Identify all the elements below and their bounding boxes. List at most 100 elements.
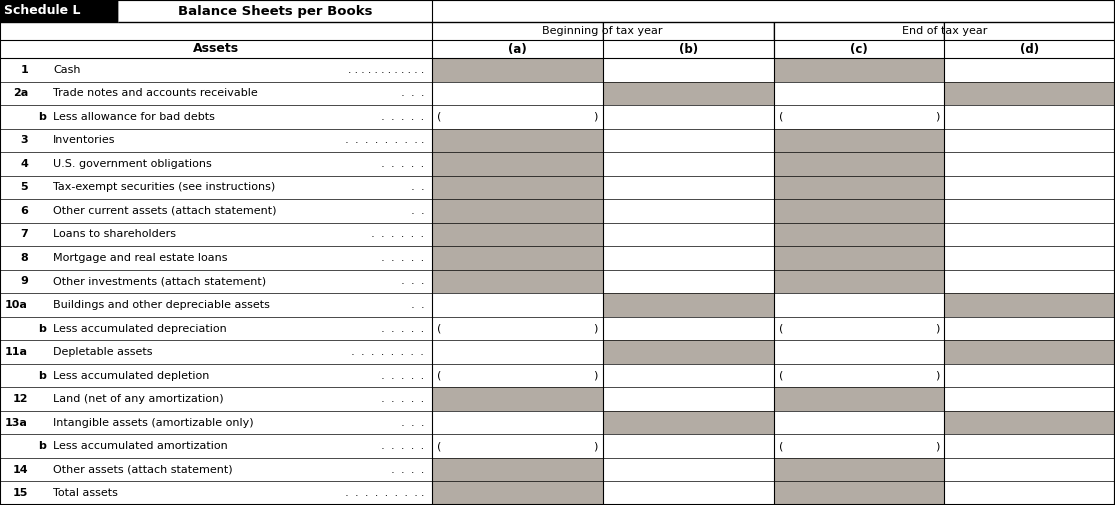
- Text: Balance Sheets per Books: Balance Sheets per Books: [177, 5, 372, 18]
- Bar: [944, 481, 1115, 505]
- Bar: [0, 129, 432, 152]
- Bar: [0, 0, 118, 22]
- Text: ): ): [934, 441, 939, 451]
- Bar: [0, 81, 432, 105]
- Bar: [0, 22, 432, 40]
- Text: (: (: [437, 371, 442, 381]
- Bar: [774, 199, 944, 223]
- Bar: [774, 317, 944, 340]
- Bar: [603, 458, 774, 481]
- Text: Depletable assets: Depletable assets: [54, 347, 153, 357]
- Bar: [944, 199, 1115, 223]
- Bar: [603, 387, 774, 411]
- Bar: [0, 364, 432, 387]
- Bar: [944, 246, 1115, 270]
- Bar: [774, 81, 944, 105]
- Bar: [603, 129, 774, 152]
- Bar: [603, 293, 774, 317]
- Bar: [432, 317, 603, 340]
- Text: ): ): [593, 371, 598, 381]
- Bar: [0, 58, 432, 81]
- Bar: [944, 293, 1115, 317]
- Bar: [603, 223, 774, 246]
- Text: 12: 12: [12, 394, 28, 404]
- Text: Mortgage and real estate loans: Mortgage and real estate loans: [54, 253, 227, 263]
- Text: (: (: [778, 324, 783, 334]
- Bar: [603, 199, 774, 223]
- Text: 14: 14: [12, 465, 28, 475]
- Bar: [432, 129, 603, 152]
- Text: (: (: [437, 441, 442, 451]
- Text: (: (: [437, 112, 442, 122]
- Text: ): ): [934, 112, 939, 122]
- Bar: [432, 40, 603, 58]
- Text: Beginning of tax year: Beginning of tax year: [543, 26, 663, 36]
- Bar: [774, 387, 944, 411]
- Bar: [774, 434, 944, 458]
- Bar: [432, 0, 1115, 22]
- Text: .  .  .: . . .: [398, 418, 424, 428]
- Bar: [0, 199, 432, 223]
- Bar: [774, 22, 1115, 40]
- Bar: [0, 105, 432, 129]
- Bar: [0, 246, 432, 270]
- Bar: [774, 364, 944, 387]
- Text: Cash: Cash: [54, 65, 80, 75]
- Bar: [432, 340, 603, 364]
- Text: Trade notes and accounts receivable: Trade notes and accounts receivable: [54, 88, 258, 98]
- Bar: [774, 58, 944, 81]
- Bar: [603, 411, 774, 434]
- Text: 11a: 11a: [4, 347, 28, 357]
- Text: 15: 15: [12, 488, 28, 498]
- Bar: [774, 152, 944, 176]
- Bar: [944, 340, 1115, 364]
- Bar: [944, 105, 1115, 129]
- Text: b: b: [38, 441, 46, 451]
- Text: 13a: 13a: [6, 418, 28, 428]
- Bar: [774, 40, 944, 58]
- Bar: [432, 223, 603, 246]
- Text: ): ): [593, 112, 598, 122]
- Bar: [944, 434, 1115, 458]
- Bar: [0, 340, 432, 364]
- Bar: [432, 387, 603, 411]
- Text: 5: 5: [20, 182, 28, 192]
- Bar: [432, 81, 603, 105]
- Bar: [774, 458, 944, 481]
- Text: b: b: [38, 324, 46, 334]
- Text: (c): (c): [850, 42, 867, 56]
- Text: Intangible assets (amortizable only): Intangible assets (amortizable only): [54, 418, 253, 428]
- Bar: [944, 58, 1115, 81]
- Text: Other assets (attach statement): Other assets (attach statement): [54, 465, 233, 475]
- Text: .  .  .: . . .: [398, 88, 424, 98]
- Bar: [603, 246, 774, 270]
- Bar: [0, 40, 432, 58]
- Bar: [774, 246, 944, 270]
- Text: 10a: 10a: [6, 300, 28, 310]
- Text: b: b: [38, 112, 46, 122]
- Bar: [603, 40, 774, 58]
- Bar: [944, 387, 1115, 411]
- Text: .  .  .  .  .  .  .  . .: . . . . . . . . .: [341, 135, 424, 145]
- Bar: [0, 270, 432, 293]
- Bar: [774, 340, 944, 364]
- Text: .  .  .  .  .  .: . . . . . .: [368, 229, 424, 239]
- Text: (: (: [778, 441, 783, 451]
- Text: Loans to shareholders: Loans to shareholders: [54, 229, 176, 239]
- Text: .  .  .  .  .  .  .  . .: . . . . . . . . .: [341, 488, 424, 498]
- Text: .  .  .  .  .  .  .  .: . . . . . . . .: [348, 347, 424, 357]
- Bar: [944, 411, 1115, 434]
- Bar: [432, 152, 603, 176]
- Text: Buildings and other depreciable assets: Buildings and other depreciable assets: [54, 300, 270, 310]
- Bar: [118, 0, 432, 22]
- Text: 3: 3: [20, 135, 28, 145]
- Text: .  .  .  .  .: . . . . .: [378, 159, 424, 169]
- Text: .  .  .  .  .: . . . . .: [378, 253, 424, 263]
- Bar: [774, 105, 944, 129]
- Bar: [0, 223, 432, 246]
- Text: .  .  .  .  .: . . . . .: [378, 324, 424, 334]
- Text: Other investments (attach statement): Other investments (attach statement): [54, 277, 266, 286]
- Text: .  .  .  .  .: . . . . .: [378, 441, 424, 451]
- Bar: [432, 58, 603, 81]
- Text: 8: 8: [20, 253, 28, 263]
